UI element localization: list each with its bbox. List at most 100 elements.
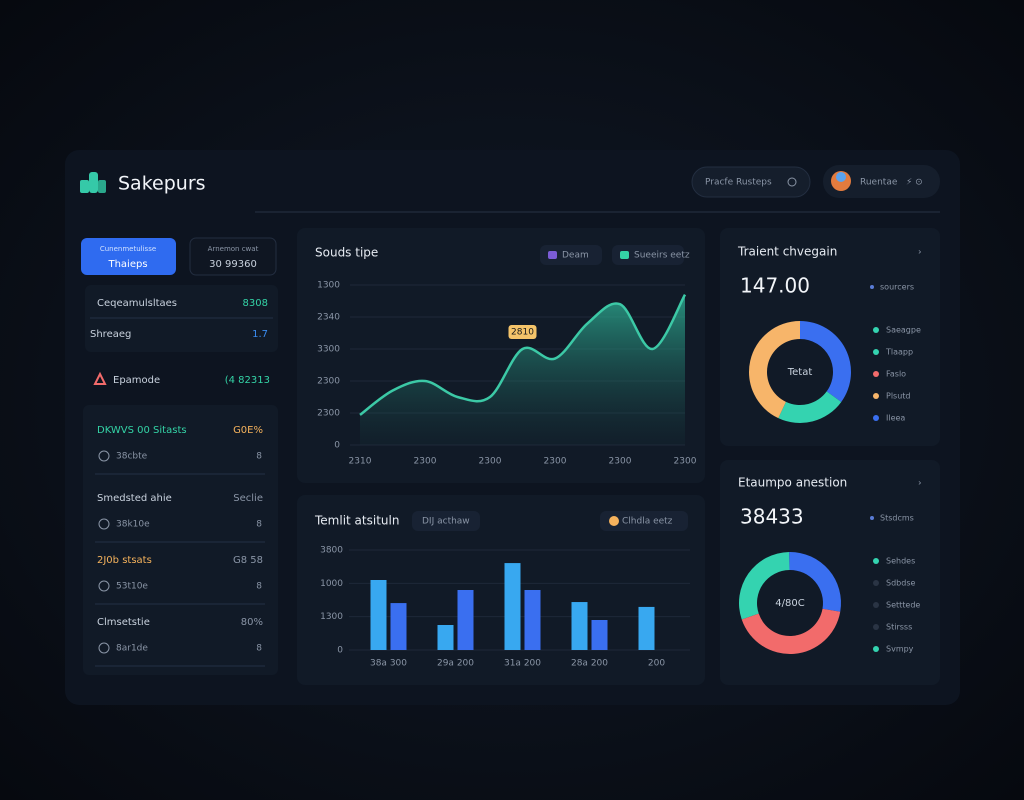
x-tick-label: 31a 200 bbox=[504, 659, 541, 669]
legend-swatch bbox=[609, 516, 619, 526]
bar bbox=[504, 563, 521, 650]
donut-segment bbox=[778, 391, 842, 423]
donut-segment bbox=[749, 321, 800, 419]
donut-segment bbox=[789, 552, 841, 612]
list-badge: G8 58 bbox=[233, 555, 263, 566]
kpi-value: 38433 bbox=[740, 505, 804, 529]
legend-label: Saeagpe bbox=[886, 326, 921, 335]
tab-label: 30 99360 bbox=[209, 259, 257, 270]
x-tick-label: 2310 bbox=[349, 457, 372, 467]
chart-arrow: › bbox=[918, 479, 922, 489]
annotation-box bbox=[508, 325, 537, 339]
list-item: 8ar1de bbox=[116, 644, 148, 654]
tab-active[interactable] bbox=[81, 238, 176, 275]
x-tick-label: 38a 300 bbox=[370, 659, 407, 669]
stat-value: 1.7 bbox=[252, 329, 268, 340]
y-tick-label: 3800 bbox=[320, 546, 343, 556]
donut-center: 4/80C bbox=[775, 598, 804, 609]
legend-label: Deam bbox=[562, 251, 589, 261]
list-count: 8 bbox=[256, 452, 262, 462]
legend-swatch bbox=[873, 371, 879, 377]
legend-label: Plsutd bbox=[886, 392, 911, 401]
x-tick-label: 2300 bbox=[609, 457, 632, 467]
y-tick-label: 0 bbox=[337, 646, 343, 656]
kpi-value: 147.00 bbox=[740, 274, 810, 298]
legend-swatch bbox=[873, 646, 879, 652]
bar bbox=[457, 590, 474, 650]
legend-label: Setttede bbox=[886, 601, 920, 610]
donut-segment bbox=[741, 608, 841, 654]
y-tick-label: 1300 bbox=[320, 612, 343, 622]
legend-swatch bbox=[873, 415, 879, 421]
legend-swatch bbox=[873, 349, 879, 355]
legend-swatch bbox=[548, 251, 557, 259]
donut-segment bbox=[800, 321, 852, 402]
legend-swatch bbox=[620, 251, 629, 259]
list-card bbox=[83, 405, 278, 675]
list-badge: 80% bbox=[241, 617, 263, 628]
list-item: 53t10e bbox=[116, 582, 148, 592]
header-button-label: Pracfe Rusteps bbox=[705, 178, 772, 188]
tab-label: Thaieps bbox=[107, 259, 147, 270]
x-tick-label: 2300 bbox=[674, 457, 697, 467]
user-icons: ⚡ ⊙ bbox=[906, 178, 923, 188]
legend-label: Sdbdse bbox=[886, 579, 915, 588]
kpi-note: sourcers bbox=[880, 283, 914, 292]
list-icon bbox=[98, 580, 110, 592]
list-title: Smedsted ahie bbox=[97, 493, 172, 504]
chart-title: Etaumpo anestion bbox=[738, 476, 847, 490]
stat-label: Ceqeamulsltaes bbox=[97, 298, 177, 309]
legend-swatch bbox=[873, 558, 879, 564]
list-icon bbox=[98, 450, 110, 462]
alert-value: (4 82313 bbox=[225, 375, 270, 386]
legend-pill[interactable] bbox=[612, 245, 684, 265]
line bbox=[359, 293, 687, 416]
legend-swatch bbox=[873, 624, 879, 630]
y-tick-label: 2300 bbox=[317, 409, 340, 419]
bar bbox=[524, 590, 541, 650]
bar bbox=[370, 580, 387, 650]
list-title: Clmsetstie bbox=[97, 617, 150, 628]
stat-label: Shreaeg bbox=[90, 329, 131, 340]
list-badge: Seclie bbox=[233, 493, 263, 504]
legend-label: Sueeirs eetz bbox=[634, 251, 690, 261]
legend-label: Faslo bbox=[886, 370, 906, 379]
area bbox=[360, 294, 685, 445]
tab-caption: Arnemon cwat bbox=[208, 245, 259, 253]
legend-label: Sehdes bbox=[886, 557, 915, 566]
tag-pill[interactable] bbox=[412, 511, 480, 531]
tag: DIJ acthaw bbox=[422, 517, 470, 527]
chart-title: Temlit atsituln bbox=[314, 514, 399, 528]
legend-label: Ileea bbox=[886, 414, 905, 423]
tab[interactable] bbox=[189, 237, 277, 276]
list-count: 8 bbox=[256, 520, 262, 530]
logo-text: Sakepurs bbox=[118, 173, 206, 195]
x-tick-label: 28a 200 bbox=[571, 659, 608, 669]
list-count: 8 bbox=[256, 644, 262, 654]
legend-swatch bbox=[873, 393, 879, 399]
annotation: 2810 bbox=[511, 328, 534, 338]
legend-swatch bbox=[873, 580, 879, 586]
bar bbox=[638, 606, 655, 650]
chart-title: Souds tipe bbox=[315, 246, 378, 260]
x-tick-label: 2300 bbox=[479, 457, 502, 467]
x-tick-label: 2300 bbox=[414, 457, 437, 467]
donut-segment bbox=[739, 552, 790, 620]
legend-pill[interactable] bbox=[600, 511, 688, 531]
list-item: 38k10e bbox=[116, 520, 150, 530]
bar bbox=[591, 620, 608, 650]
user-pill[interactable] bbox=[823, 165, 940, 198]
y-tick-label: 2340 bbox=[317, 313, 340, 323]
stat-value: 8308 bbox=[243, 298, 268, 309]
legend-pill[interactable] bbox=[540, 245, 602, 265]
tab-caption: Cunenmetulisse bbox=[100, 245, 156, 253]
user-name: Ruentae bbox=[860, 178, 898, 188]
alert-label: Epamode bbox=[113, 375, 160, 386]
list-icon bbox=[98, 518, 110, 530]
header-button[interactable] bbox=[691, 166, 811, 198]
kpi-note: Stsdcms bbox=[880, 514, 914, 523]
legend-label: Stirsss bbox=[886, 623, 912, 632]
list-title: 2J0b stsats bbox=[97, 555, 152, 566]
x-tick-label: 2300 bbox=[544, 457, 567, 467]
